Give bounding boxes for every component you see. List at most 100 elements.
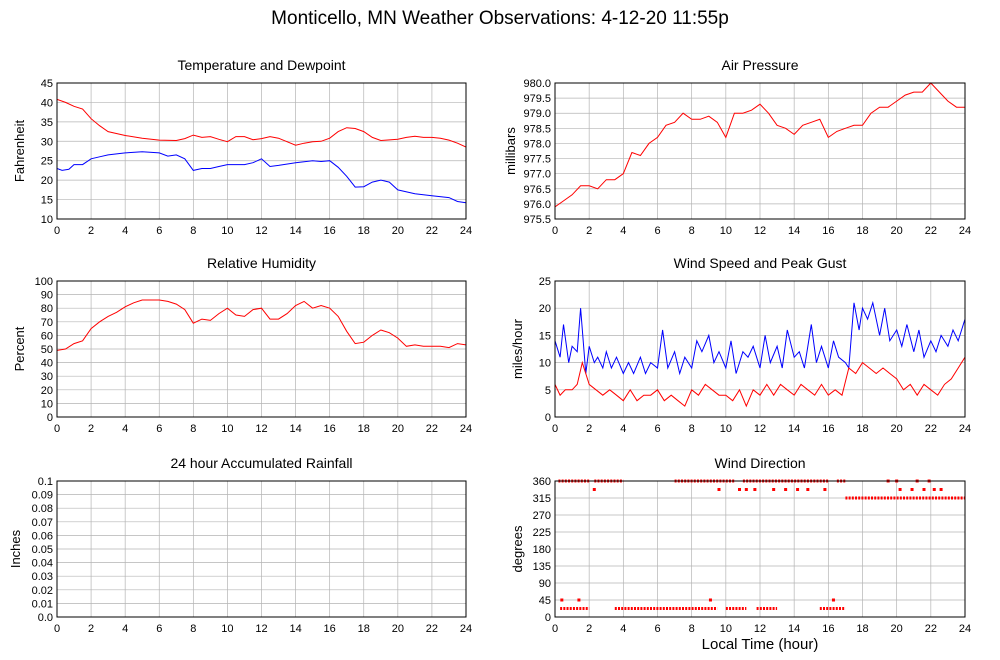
y-tick-label: 50 [41,344,53,356]
y-tick-label: 225 [533,527,551,539]
x-tick-label: 4 [122,623,128,635]
x-tick-label: 16 [822,623,834,635]
x-tick-label: 0 [552,225,558,237]
y-tick-label: 15 [41,195,53,207]
y-tick-label: 0 [545,412,551,424]
y-tick-label: 25 [41,156,53,168]
x-tick-label: 6 [156,225,162,237]
x-tick-label: 20 [392,423,404,435]
x-tick-label: 2 [586,623,592,635]
direction-point [898,488,902,491]
y-tick-label: 315 [533,493,551,505]
temp-plot-frame [56,82,467,220]
x-tick-label: 18 [358,623,370,635]
x-tick-label: 22 [426,423,438,435]
x-tick-label: 14 [289,423,301,435]
x-tick-label: 12 [255,423,267,435]
x-tick-label: 16 [324,225,336,237]
x-tick-label: 10 [221,225,233,237]
wind-series-red-line [555,356,965,408]
x-tick-label: 10 [720,623,732,635]
x-tick-label: 24 [460,423,472,435]
y-tick-label: 20 [539,303,551,315]
temp-series-blue-line [57,151,466,204]
y-tick-label: 45 [539,595,551,607]
x-tick-label: 18 [856,225,868,237]
rain-chart-title: 24 hour Accumulated Rainfall [170,455,352,471]
x-tick-label: 20 [891,623,903,635]
x-tick-label: 18 [856,423,868,435]
x-tick-label: 20 [891,225,903,237]
y-tick-label: 0.0 [38,612,53,624]
direction-point [717,488,721,491]
direction-point [592,488,596,491]
x-tick-label: 16 [822,225,834,237]
x-tick-label: 10 [221,623,233,635]
y-tick-label: 0 [545,612,551,624]
x-tick-label: 6 [156,623,162,635]
y-tick-label: 977.5 [523,154,551,166]
y-tick-label: 20 [41,385,53,397]
x-tick-label: 20 [891,423,903,435]
y-tick-label: 30 [41,371,53,383]
x-tick-label: 14 [788,225,800,237]
x-tick-label: 0 [54,423,60,435]
x-tick-label: 16 [324,423,336,435]
x-tick-label: 6 [654,225,660,237]
pressure-y-axis-label: millibars [503,127,518,175]
x-tick-label: 8 [190,423,196,435]
x-tick-label: 2 [88,623,94,635]
humidity-series-red-line [57,299,466,351]
x-axis-label: Local Time (hour) [701,636,819,653]
x-tick-label: 4 [122,423,128,435]
pressure-series-red-line [555,82,965,208]
x-tick-label: 14 [289,623,301,635]
x-tick-label: 8 [190,623,196,635]
x-tick-label: 12 [754,423,766,435]
direction-point [753,488,757,491]
x-tick-label: 12 [754,225,766,237]
direction-point [939,488,943,491]
direction-point [738,488,741,491]
direction-point [910,488,914,491]
y-tick-label: 978.5 [523,123,551,135]
direction-point [708,598,712,602]
y-tick-label: 0.01 [32,598,53,610]
y-tick-label: 90 [539,578,551,590]
direction-y-axis-label: degrees [510,525,525,572]
x-tick-label: 24 [460,623,472,635]
x-tick-label: 12 [255,623,267,635]
x-tick-label: 18 [358,423,370,435]
y-tick-label: 270 [533,510,551,522]
y-tick-label: 975.5 [523,214,551,226]
x-tick-label: 22 [925,423,937,435]
wind-chart-title: Wind Speed and Peak Gust [674,255,847,271]
x-tick-label: 16 [324,623,336,635]
y-tick-label: 60 [41,330,53,342]
x-tick-label: 24 [460,225,472,237]
x-tick-label: 8 [689,423,695,435]
direction-point [784,488,788,491]
x-tick-label: 14 [788,423,800,435]
x-tick-label: 18 [856,623,868,635]
y-tick-label: 360 [533,476,551,488]
temp-series-red-line [57,98,466,148]
humidity-y-axis-label: Percent [12,326,27,371]
y-tick-label: 15 [539,330,551,342]
page-title: Monticello, MN Weather Observations: 4-1… [271,8,729,29]
x-tick-label: 2 [88,225,94,237]
y-tick-label: 977.0 [523,169,551,181]
direction-point [922,488,926,491]
y-tick-label: 976.5 [523,184,551,196]
direction-point [796,488,800,491]
x-tick-label: 22 [426,623,438,635]
y-tick-label: 90 [41,290,53,302]
x-tick-label: 18 [358,225,370,237]
x-tick-label: 24 [959,423,971,435]
temp-grid [56,82,467,220]
